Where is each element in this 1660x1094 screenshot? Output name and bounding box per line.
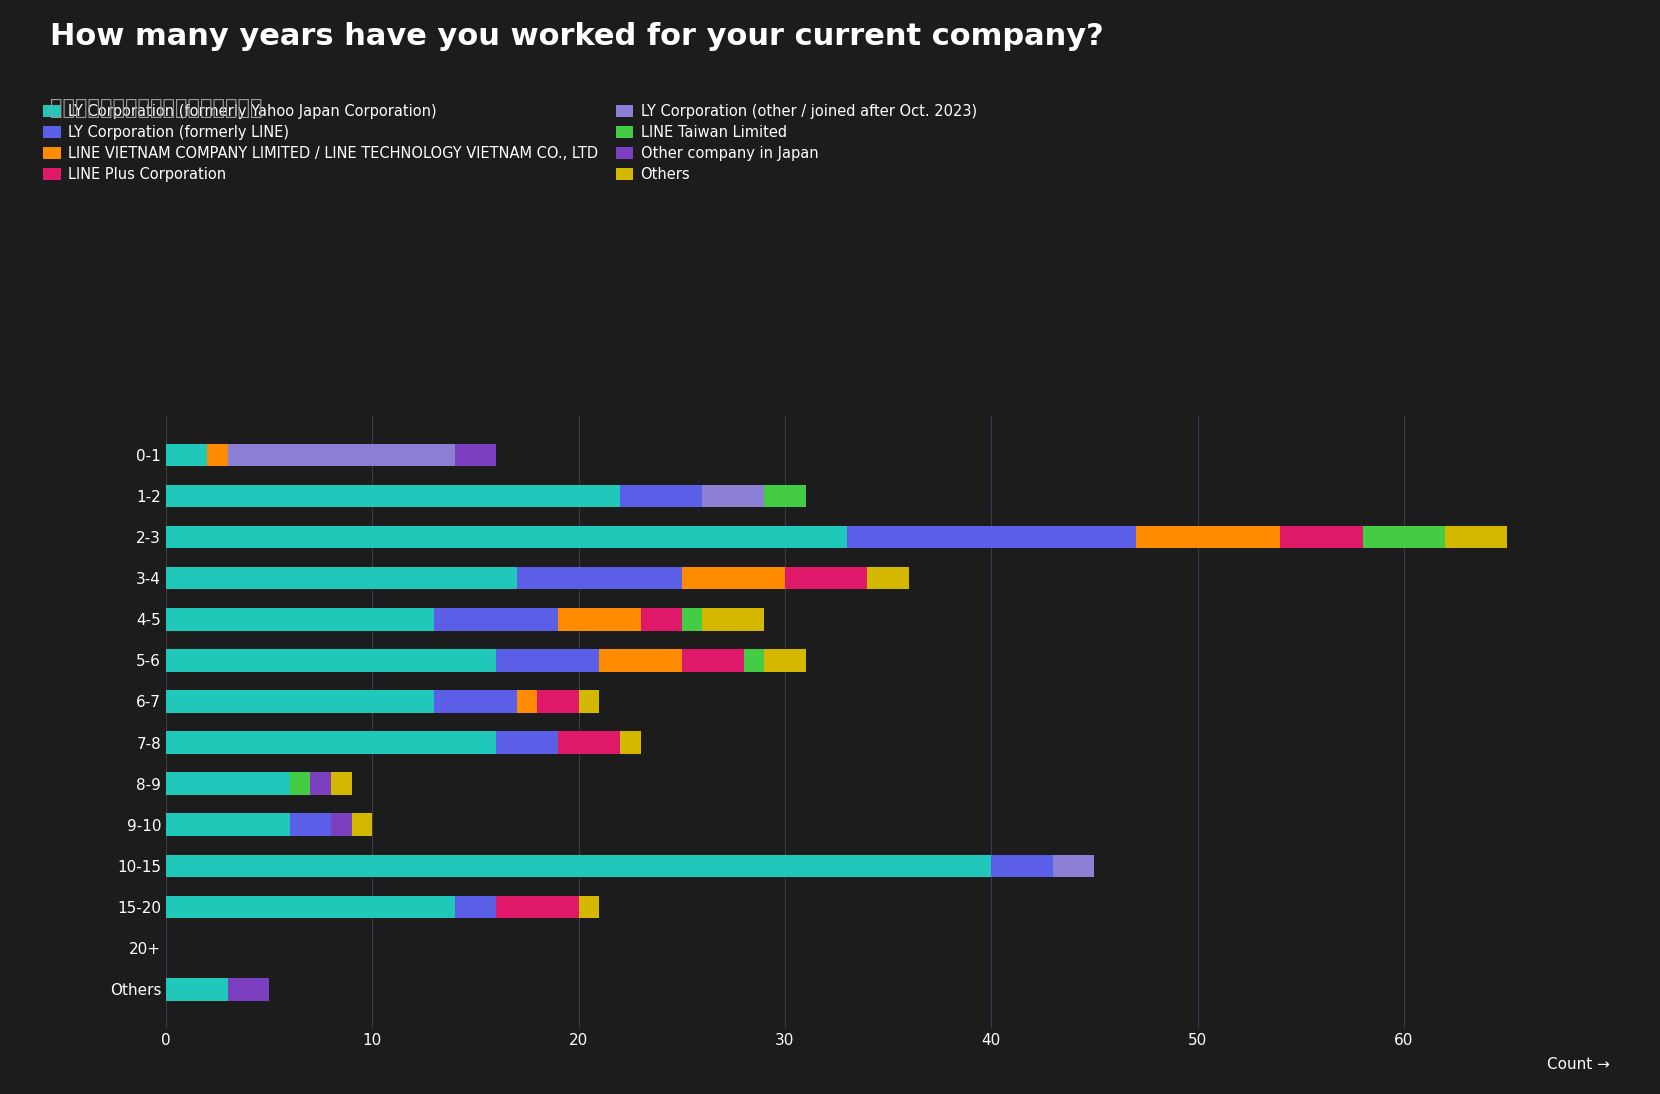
Bar — [1446, 526, 1507, 548]
Bar — [516, 567, 682, 590]
Bar — [166, 485, 619, 508]
Bar — [1052, 854, 1094, 877]
Bar — [330, 772, 352, 795]
Bar — [310, 772, 330, 795]
Bar — [166, 526, 847, 548]
Bar — [1135, 526, 1280, 548]
Bar — [166, 608, 435, 630]
Bar — [496, 731, 558, 754]
Bar — [682, 649, 744, 672]
Bar — [599, 649, 682, 672]
Bar — [641, 608, 682, 630]
Bar — [558, 608, 641, 630]
Bar — [516, 690, 538, 713]
Bar — [579, 896, 599, 918]
Bar — [455, 443, 496, 466]
Bar — [330, 814, 352, 836]
Bar — [619, 731, 641, 754]
Bar — [166, 772, 290, 795]
Bar — [702, 485, 764, 508]
Legend: LY Corporation (formerly Yahoo Japan Corporation), LY Corporation (formerly LINE: LY Corporation (formerly Yahoo Japan Cor… — [43, 104, 976, 182]
Bar — [227, 443, 455, 466]
Bar — [868, 567, 908, 590]
Bar — [1280, 526, 1363, 548]
Bar — [166, 690, 435, 713]
Bar — [208, 443, 227, 466]
Bar — [166, 978, 227, 1001]
X-axis label: Count →: Count → — [1547, 1057, 1610, 1071]
Bar — [166, 854, 991, 877]
Bar — [496, 649, 599, 672]
Bar — [764, 485, 805, 508]
Bar — [619, 485, 702, 508]
Bar — [991, 854, 1052, 877]
Bar — [538, 690, 579, 713]
Bar — [682, 567, 785, 590]
Bar — [227, 978, 269, 1001]
Bar — [764, 649, 805, 672]
Bar — [435, 690, 516, 713]
Bar — [435, 608, 558, 630]
Bar — [166, 649, 496, 672]
Bar — [702, 608, 764, 630]
Bar — [352, 814, 372, 836]
Bar — [290, 814, 330, 836]
Bar — [744, 649, 764, 672]
Bar — [166, 896, 455, 918]
Bar — [290, 772, 310, 795]
Text: 現在の会社で何年間働いていますか？: 現在の会社で何年間働いていますか？ — [50, 98, 262, 118]
Bar — [847, 526, 1135, 548]
Bar — [682, 608, 702, 630]
Bar — [455, 896, 496, 918]
Bar — [1363, 526, 1446, 548]
Bar — [166, 814, 290, 836]
Bar — [166, 443, 208, 466]
Bar — [166, 567, 516, 590]
Bar — [496, 896, 579, 918]
Bar — [785, 567, 868, 590]
Bar — [579, 690, 599, 713]
Bar — [166, 731, 496, 754]
Text: How many years have you worked for your current company?: How many years have you worked for your … — [50, 22, 1104, 51]
Bar — [558, 731, 619, 754]
